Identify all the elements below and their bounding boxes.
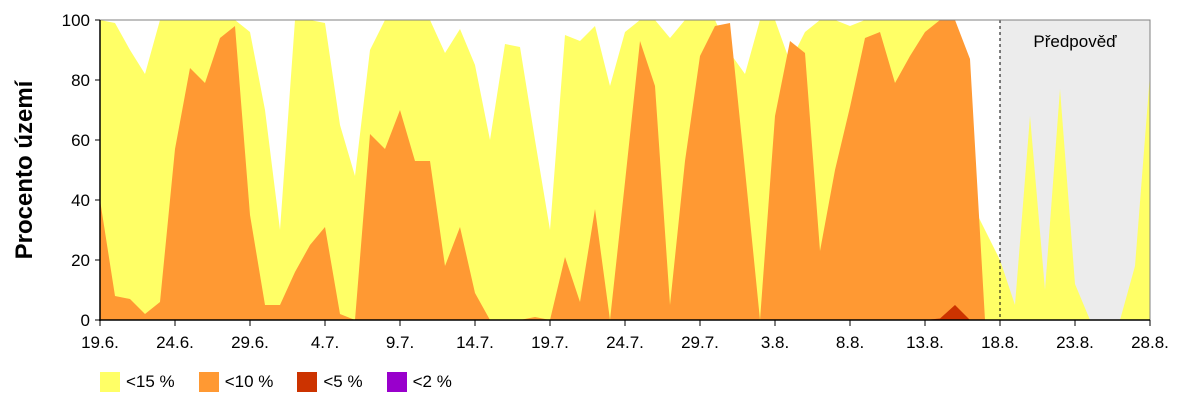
y-axis-label: Procento území — [11, 79, 38, 259]
x-tick-label: 28.8. — [1131, 333, 1169, 352]
x-tick-label: 29.6. — [231, 333, 269, 352]
forecast-label: Předpověď — [1033, 32, 1117, 51]
x-tick-label: 23.8. — [1056, 333, 1094, 352]
x-tick-label: 14.7. — [456, 333, 494, 352]
y-tick-label: 20 — [71, 251, 90, 270]
x-tick-label: 19.7. — [531, 333, 569, 352]
x-tick-label: 18.8. — [981, 333, 1019, 352]
x-tick-label: 29.7. — [681, 333, 719, 352]
x-tick-label: 19.6. — [81, 333, 119, 352]
legend-swatch-5 — [297, 372, 318, 392]
legend: <15 % <10 % <5 % <2 % — [100, 372, 452, 392]
y-tick-label: 40 — [71, 191, 90, 210]
x-tick-label: 8.8. — [836, 333, 864, 352]
legend-swatch-2 — [386, 372, 407, 392]
y-tick-label: 100 — [62, 11, 90, 30]
y-tick-label: 0 — [81, 311, 90, 330]
legend-item-10: <10 % — [198, 372, 274, 392]
legend-label-5: <5 % — [323, 372, 363, 391]
y-tick-label: 60 — [71, 131, 90, 150]
x-tick-label: 3.8. — [761, 333, 789, 352]
chart-canvas: Předpověď 0 20 40 60 80 100 19.6. 24.6. 29.6. 4.7… — [11, 11, 1169, 352]
plot-area: Předpověď — [100, 20, 1150, 320]
x-tick-label: 24.7. — [606, 333, 644, 352]
legend-label-15: <15 % — [126, 372, 175, 391]
series-area-1 — [100, 20, 1150, 320]
legend-label-10: <10 % — [224, 372, 274, 391]
legend-swatch-10 — [198, 372, 219, 392]
axes: 0 20 40 60 80 100 19.6. 24.6. 29.6. 4.7. 9.7. 14.7.… — [11, 11, 1169, 352]
legend-item-5: <5 % — [297, 372, 363, 392]
x-tick-label: 9.7. — [386, 333, 414, 352]
legend-swatch-15 — [100, 372, 120, 392]
legend-label-2: <2 % — [412, 372, 452, 391]
x-tick-label: 13.8. — [906, 333, 944, 352]
legend-item-15: <15 % — [100, 372, 175, 392]
x-tick-label: 4.7. — [311, 333, 339, 352]
x-tick-label: 24.6. — [156, 333, 194, 352]
y-tick-label: 80 — [71, 71, 90, 90]
legend-item-2: <2 % — [386, 372, 452, 392]
